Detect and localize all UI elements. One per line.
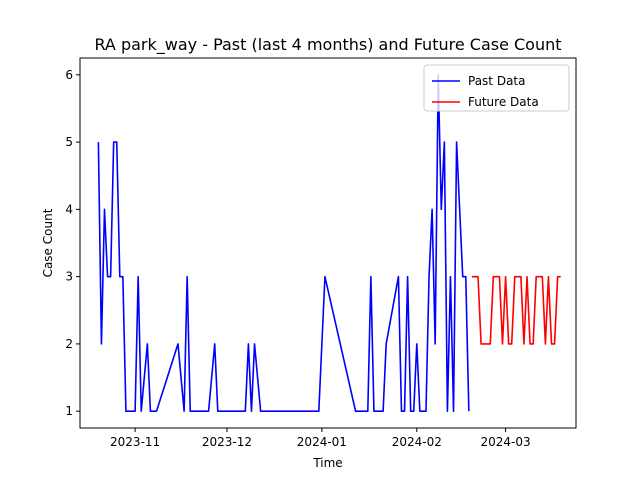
x-tick-label: 2023-12 <box>202 435 252 449</box>
x-tick-label: 2024-02 <box>392 435 442 449</box>
y-tick-label: 4 <box>65 202 73 216</box>
legend-label-1: Past Data <box>468 74 525 88</box>
legend: Past Data Future Data <box>423 64 570 112</box>
x-tick-label: 2024-01 <box>297 435 347 449</box>
plot-area <box>79 57 577 429</box>
y-tick-label: 2 <box>65 337 73 351</box>
y-tick-label: 3 <box>65 270 73 284</box>
legend-box <box>423 64 570 112</box>
y-tick-label: 5 <box>65 135 73 149</box>
x-axis-label: Time <box>312 456 342 470</box>
y-tick-label: 6 <box>65 68 73 82</box>
x-tick-label: 2023-11 <box>110 435 160 449</box>
chart-title: RA park_way - Past (last 4 months) and F… <box>94 35 561 55</box>
series-line-1 <box>97 74 470 412</box>
series-layer <box>97 74 561 412</box>
legend-label-2: Future Data <box>468 95 539 109</box>
series-line-2 <box>471 275 561 345</box>
y-axis-label: Case Count <box>41 208 55 277</box>
x-tick-label: 2024-03 <box>481 435 531 449</box>
x-axis: 2023-11 2023-12 2024-01 2024-02 2024-03 <box>110 428 531 449</box>
y-axis: 1 2 3 4 5 6 <box>65 68 80 418</box>
y-tick-label: 1 <box>65 404 73 418</box>
